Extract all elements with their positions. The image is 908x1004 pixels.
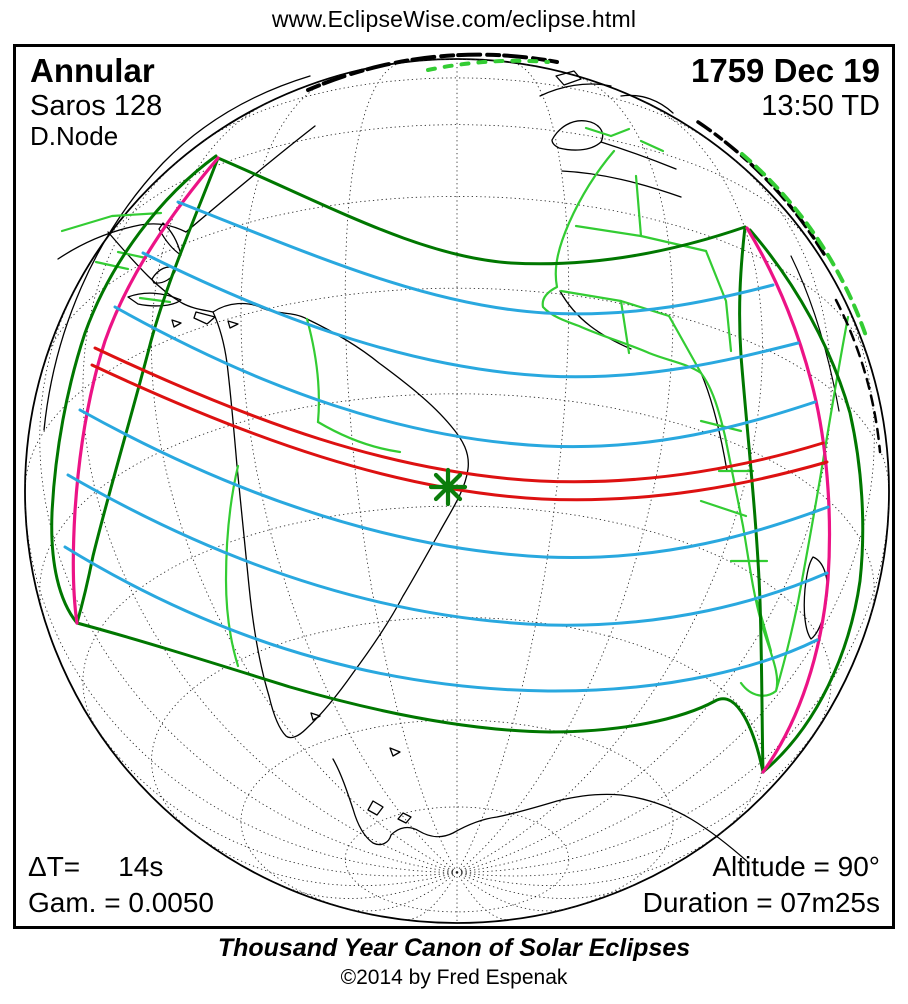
na-border-a [60, 211, 163, 233]
africa-border-4 [619, 299, 631, 355]
europe-border-b [639, 139, 665, 153]
node-label: D.Node [30, 121, 119, 152]
limb-hatch-nw-black [306, 52, 559, 92]
europe-coast-b [620, 94, 674, 114]
eclipse-type-label: Annular [30, 52, 155, 89]
delta-t-label: ΔT= [28, 851, 81, 883]
mexico-border [116, 250, 148, 260]
west-limit-outer [50, 154, 218, 625]
central-path-south [90, 363, 829, 502]
eclipse-date-label: 1759 Dec 19 [691, 52, 880, 89]
africa-border-2 [634, 174, 643, 238]
southern-penumbral-limit [75, 621, 765, 774]
eclipse-info-bottom-left: ΔT= 14s Gam. = 0.0050 [28, 849, 214, 921]
limb-hatch-ne-green [740, 152, 868, 338]
north-america-limb-coast [43, 75, 311, 431]
altitude-label: Altitude = 90° [712, 851, 880, 883]
falkland-coast [310, 712, 321, 721]
hispaniola-coast [193, 311, 216, 325]
partial-curve-5 [66, 473, 829, 627]
us-east-coast [185, 125, 316, 233]
antarctic-island-b [397, 812, 412, 824]
northern-penumbral-limit [216, 156, 747, 266]
africa-border-7 [699, 419, 743, 433]
gulf-coast [57, 223, 187, 260]
mediterranean-north-coast [600, 141, 677, 170]
jamaica-coast [171, 319, 182, 328]
graticule [24, 58, 890, 923]
europe-coast-a [539, 83, 612, 97]
sunset-curve [745, 226, 832, 774]
africa-border-5 [667, 314, 703, 375]
partial-curve-6 [63, 545, 819, 693]
limb-hatch-e-black [834, 298, 882, 454]
south-america-coast [212, 302, 469, 739]
south-georgia-coast [389, 747, 401, 757]
partial-curve-4 [78, 408, 830, 560]
cuba-coast [127, 292, 182, 307]
copyright: ©2014 by Fred Espenak [340, 966, 568, 989]
eclipse-time-label: 13:50 TD [761, 89, 880, 122]
sunrise-curve [71, 156, 220, 625]
partial-curve-1 [176, 200, 775, 316]
duration-label: Duration = 07m25s [642, 887, 880, 919]
africa-border-6 [704, 249, 733, 353]
andes-border [224, 464, 240, 668]
site-url: www.EclipseWise.com/eclipse.html [271, 6, 637, 32]
cuba-border [138, 296, 172, 304]
map-frame: Annular Saros 128 D.Node 1759 Dec 19 13:… [13, 44, 895, 929]
africa-border-9 [699, 499, 748, 518]
delta-t-row: ΔT= 14s [28, 849, 214, 885]
east-limit-outer [748, 228, 865, 774]
delta-t-value: 14s [118, 851, 164, 883]
guinea-coast [559, 290, 632, 350]
partial-curve-2 [141, 251, 800, 379]
angola-coast [700, 372, 728, 472]
eclipse-info-bottom-right: Altitude = 90° Duration = 07m25s [643, 849, 880, 921]
east-limit-inner [738, 225, 765, 774]
limb-hatch-n-green [426, 58, 550, 72]
na-border-b [94, 260, 130, 271]
antarctic-island-a [367, 800, 384, 816]
central-path-north [93, 346, 825, 484]
canon-title: Thousand Year Canon of Solar Eclipses [217, 934, 691, 962]
puerto-rico-coast [227, 320, 239, 329]
saros-label: Saros 128 [30, 89, 163, 122]
west-limit-inner [75, 156, 220, 625]
mediterranean-south-coast [561, 170, 682, 198]
footer: Thousand Year Canon of Solar Eclipses ©2… [0, 934, 908, 990]
eclipse-map [24, 52, 890, 924]
brazil-border-a [305, 317, 320, 424]
brazil-border-b [316, 420, 402, 454]
partial-curve-3 [113, 305, 817, 449]
antarctica-coast [332, 758, 750, 864]
eclipse-info-top-left: Annular Saros 128 D.Node [30, 52, 163, 152]
gamma-label: Gam. = 0.0050 [28, 887, 215, 919]
britain-coast [555, 70, 582, 86]
limb-hatch-ne-black [696, 120, 826, 256]
greatest-eclipse-marker [442, 481, 454, 493]
eclipse-info-top-right: 1759 Dec 19 13:50 TD [691, 52, 880, 122]
europe-border-a [584, 126, 631, 138]
